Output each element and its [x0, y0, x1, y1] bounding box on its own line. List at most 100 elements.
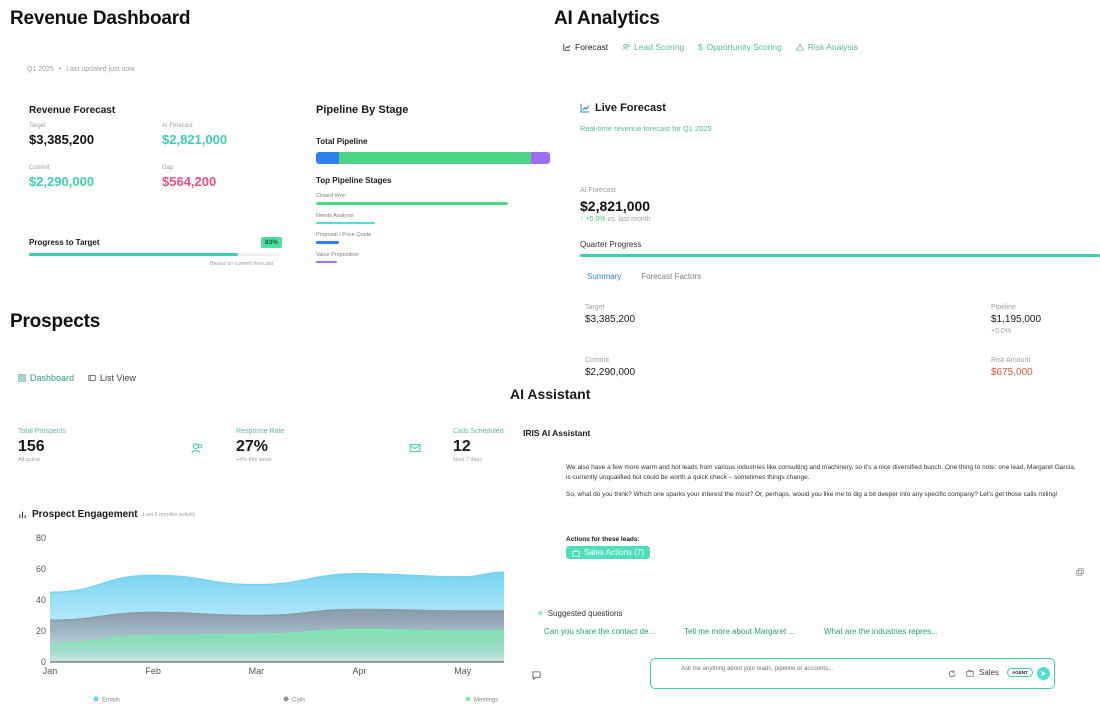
progress-note: Based on current forecast: [210, 261, 273, 267]
summary-label: Pipeline: [991, 304, 1016, 311]
grid-icon: [18, 374, 26, 382]
legend-label: Calls: [292, 698, 305, 704]
send-button[interactable]: [1037, 667, 1050, 680]
live-forecast-title: Live Forecast: [595, 102, 666, 114]
dollar-icon: $: [698, 42, 703, 52]
arrow-up-icon: ↑: [580, 216, 584, 223]
stat-label: Response Rate: [236, 428, 285, 435]
progress-to-target-label: Progress to Target: [29, 238, 100, 247]
series-line-calls: [49, 608, 504, 621]
revenue-forecast-title: Revenue Forecast: [29, 105, 116, 116]
updated-label: Last updated just now: [66, 66, 135, 73]
stat-label: Total Prospects: [18, 428, 66, 435]
tab-lead-scoring[interactable]: Lead Scoring: [622, 42, 684, 52]
revenue-dashboard-title: Revenue Dashboard: [10, 8, 191, 29]
sparkle-icon: ✳: [537, 609, 544, 618]
trend-icon: [580, 104, 590, 113]
y-tick-label: 20: [36, 626, 46, 636]
chat-input-box: Sales AGENT: [650, 658, 1055, 689]
engagement-title: Prospect Engagement: [32, 509, 138, 520]
bar-chart-icon: [19, 511, 26, 519]
stage-row: Proposal / Price Quote: [316, 232, 550, 244]
send-icon: [1040, 670, 1047, 677]
warning-icon: [795, 43, 804, 51]
message-paragraph: So, what do you think? Which one sparks …: [566, 491, 1058, 498]
series-line-meetings: [49, 628, 504, 644]
subtab-forecast-factors[interactable]: Forecast Factors: [641, 272, 702, 281]
tab-label: Risk Analysis: [807, 42, 858, 52]
stage-bar: [316, 202, 508, 205]
metric-target: Target $3,385,200: [29, 123, 94, 147]
mail-icon: [409, 443, 421, 453]
metric-label: Target: [29, 123, 46, 129]
engagement-header: Prospect Engagement Last 6 months activi…: [18, 509, 195, 520]
metric-label: Commit: [29, 165, 50, 171]
message-paragraph: We also have a few more warm and hot lea…: [566, 464, 1076, 481]
ai-forecast-value: $2,821,000: [580, 198, 651, 214]
legend-marker: [465, 696, 471, 702]
ai-forecast-label: AI Forecast: [580, 187, 616, 194]
context-selector[interactable]: Sales: [966, 668, 999, 677]
total-pipeline-label: Total Pipeline: [316, 137, 368, 146]
summary-pipeline: Pipeline $1,195,000 +0.0%: [991, 304, 1041, 335]
progress-to-target-bar: [29, 253, 281, 256]
legend-marker: [93, 696, 99, 702]
actions-label: Actions for these leads:: [566, 536, 640, 543]
period-label: Q1 2025: [27, 66, 54, 73]
suggestion-3[interactable]: What are the industries repres...: [824, 627, 938, 636]
stat-response-rate: Response Rate 27% +4% this week: [236, 428, 284, 463]
tab-risk-analysis[interactable]: Risk Analysis: [795, 42, 858, 52]
subtab-summary[interactable]: Summary: [587, 272, 622, 281]
series-line-emails: [49, 571, 505, 593]
legend-marker: [283, 696, 289, 702]
legend-label: Meetings: [474, 698, 498, 704]
tab-forecast[interactable]: Forecast: [563, 42, 608, 52]
stage-bar: [316, 221, 375, 224]
stage-row: Needs Analysis: [316, 213, 550, 224]
change-note: vs. last month: [607, 216, 651, 223]
sales-actions-label: Sales Actions (7): [584, 548, 645, 557]
summary-commit: Commit $2,290,000: [585, 357, 635, 378]
tab-list-view[interactable]: List View: [88, 373, 136, 383]
suggestion-1[interactable]: Can you share the contact de...: [544, 627, 656, 636]
agent-badge[interactable]: AGENT: [1007, 668, 1033, 677]
stages-list: Closed Won Needs Analysis Proposal / Price…: [316, 193, 550, 271]
x-tick-label: Feb: [145, 666, 161, 676]
sales-actions-button[interactable]: Sales Actions (7): [566, 546, 651, 559]
progress-fill: [29, 253, 239, 256]
engagement-chart: 0 20 40 60 80 Jan Feb Mar Apr May Emails Calls Meeti…: [36, 533, 505, 704]
stage-bar: [316, 241, 340, 244]
stage-bar: [316, 260, 338, 263]
tab-label: Forecast: [575, 42, 609, 52]
chat-input[interactable]: [681, 663, 901, 675]
stat-note: Next 7 days: [453, 457, 483, 463]
pipeline-segment: [339, 152, 532, 164]
tab-opportunity-scoring[interactable]: $ Opportunity Scoring: [698, 42, 782, 52]
summary-value: $1,195,000: [991, 314, 1042, 325]
chat-icon[interactable]: [532, 671, 541, 680]
suggestion-2[interactable]: Tell me more about Margaret ...: [684, 627, 796, 636]
stage-label: Proposal / Price Quote: [316, 232, 372, 238]
y-tick-label: 80: [36, 533, 46, 543]
list-icon: [88, 375, 96, 381]
stat-value: 27%: [236, 438, 269, 455]
forecast-change: ↑ +5.0% vs. last month: [580, 216, 651, 223]
y-tick-label: 40: [36, 595, 46, 605]
change-value: +5.0%: [585, 216, 606, 223]
metric-label: AI Forecast: [162, 123, 193, 129]
users-icon: [191, 443, 203, 453]
tab-dashboard[interactable]: Dashboard: [18, 373, 74, 383]
summary-value: $2,290,000: [585, 367, 636, 378]
refresh-icon[interactable]: [948, 670, 956, 678]
x-tick-label: May: [454, 666, 472, 676]
forecast-subtabs: Summary Forecast Factors: [587, 272, 701, 281]
summary-target: Target $3,385,200: [585, 304, 635, 325]
top-stages-label: Top Pipeline Stages: [316, 176, 392, 185]
copy-icon[interactable]: [1076, 568, 1084, 576]
progress-pct-badge: 83%: [261, 237, 283, 248]
quarter-progress-fill: [580, 254, 1100, 257]
briefcase-icon: [572, 549, 580, 557]
y-tick-label: 0: [41, 657, 46, 667]
tab-label: Lead Scoring: [634, 42, 685, 52]
stage-label: Value Proposition: [316, 251, 359, 258]
